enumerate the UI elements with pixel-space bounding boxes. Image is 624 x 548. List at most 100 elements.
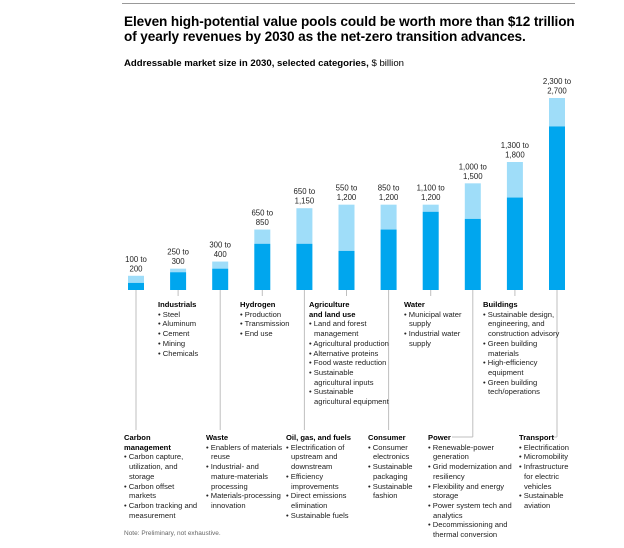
category-heading: Water [404, 300, 425, 309]
category-item: • Electrification [519, 442, 569, 452]
category-item: • Efficiency improvements [286, 471, 339, 491]
bar-high-range [422, 204, 439, 212]
bar-low-value [380, 229, 397, 290]
bar-value-label: 250 to 300 [167, 248, 189, 266]
category-block: Carbon management • Carbon capture, utiliz… [124, 433, 202, 520]
bar-low-value [296, 243, 313, 290]
category-item: • Renewable-power generation [428, 442, 494, 462]
bar-high-range [464, 183, 481, 219]
category-item: • Carbon capture, utilization, and stora… [124, 452, 184, 481]
category-heading: Consumer [368, 433, 406, 442]
bar-high-range [380, 204, 397, 230]
bar-low-value [128, 282, 144, 290]
bar-high-range [254, 229, 271, 244]
bar-high-range [128, 275, 144, 283]
bar-high-range [506, 162, 523, 198]
category-block: Power • Renewable-power generation • Grid … [428, 433, 518, 540]
category-block: Transport • Electrification • Micromobilit… [519, 433, 579, 511]
bar-value-label: 1,300 to 1,800 [501, 141, 530, 160]
category-heading: Carbon [124, 433, 151, 442]
category-item: • Cement [158, 329, 190, 339]
category-block: Water • Municipal water supply • Industria… [404, 300, 466, 349]
category-heading: Buildings [483, 300, 518, 309]
category-item: • Micromobility [519, 452, 569, 462]
bar-value-label: 650 to 1,150 [294, 187, 316, 206]
bar-low-value [170, 272, 187, 290]
bar-low-value [212, 268, 229, 290]
top-rule [122, 3, 575, 4]
category-item: • Green building materials [483, 338, 538, 358]
bar-high-range [170, 268, 187, 273]
category-item: • Alternative proteins [309, 348, 379, 358]
category-item: • Agricultural production [309, 338, 389, 348]
category-item: • Carbon offset markets [124, 481, 175, 501]
category-item: • Sustainable aviation [519, 491, 564, 510]
bar-high-range [296, 208, 313, 244]
category-item: • Industrial- and mature-materials proce… [206, 462, 268, 491]
category-block: Hydrogen • Production • Transmission • End … [240, 300, 302, 339]
bar-value-label: 100 to 200 [125, 255, 147, 274]
category-item: • Enablers of materials reuse [206, 442, 283, 462]
category-block: Oil, gas, and fuels • Electrification of … [286, 433, 366, 520]
category-item: • Consumer electronics [368, 442, 410, 462]
bar-value-label: 1,000 to 1,500 [459, 162, 488, 181]
category-item: • Sustainable agricultural equipment [309, 387, 389, 407]
category-item: • Industrial water supply [404, 329, 461, 348]
category-item: • Sustainable fuels [286, 510, 349, 520]
category-item: • Decommissioning and thermal conversion [428, 520, 508, 540]
category-block: Waste • Enablers of materials reuse • Indu… [206, 433, 286, 511]
bar-value-label: 850 to 1,200 [378, 184, 400, 203]
bar-value-label: 550 to 1,200 [336, 184, 358, 203]
category-heading: Industrials [158, 300, 197, 309]
category-item: • Carbon tracking and measurement [124, 500, 198, 520]
category-heading: Oil, gas, and fuels [286, 433, 351, 442]
category-heading: Hydrogen [240, 300, 276, 309]
bar-low-value [464, 218, 481, 290]
category-item: • Direct emissions elimination [286, 491, 347, 510]
category-block: Buildings • Sustainable design, engineeri… [483, 300, 567, 397]
category-item: • Infrastructure for electric vehicles [519, 462, 569, 491]
category-item: • Food waste reduction [309, 358, 387, 368]
bar-high-range [212, 261, 229, 269]
bar-value-label: 650 to 850 [251, 209, 273, 228]
category-block: Agriculture and land use • Land and forest… [309, 300, 389, 407]
category-heading: Transport [519, 433, 555, 442]
category-item: • Municipal water supply [404, 309, 462, 329]
bar-low-value [254, 243, 271, 290]
bar-low-value [338, 250, 355, 290]
category-item: • Electrification of upstream and downst… [286, 442, 345, 472]
category-item: • High-efficiency equipment [483, 358, 538, 377]
category-item: • Aluminum [158, 319, 197, 329]
bar-value-label: 2,300 to 2,700 [543, 77, 572, 96]
category-heading: Waste [206, 433, 229, 442]
category-heading: Agriculture [309, 300, 350, 309]
bar-value-label: 300 to 400 [209, 241, 231, 259]
category-item: • Flexibility and energy storage [428, 481, 505, 501]
category-heading: management [124, 442, 171, 452]
category-item: • Production [240, 309, 282, 319]
category-heading: and land use [309, 309, 356, 319]
category-item: • Grid modernization and resiliency [428, 462, 512, 481]
bar-low-value [549, 126, 565, 290]
bar-low-value [422, 211, 439, 290]
category-item: • Transmission [240, 319, 290, 329]
subtitle-main: Addressable market size in 2030, selecte… [124, 58, 369, 69]
category-item: • Chemicals [158, 348, 199, 358]
category-item: • Mining [158, 338, 186, 348]
category-item: • Green building tech/operations [483, 377, 540, 397]
bar-high-range [338, 204, 355, 251]
category-item: • Materials-processing innovation [206, 491, 281, 510]
category-item: • End use [240, 329, 273, 339]
footnote: Note: Preliminary, not exhaustive. [124, 530, 221, 537]
bar-value-label: 1,100 to 1,200 [417, 184, 446, 203]
chart-subtitle: Addressable market size in 2030, selecte… [124, 58, 404, 69]
category-block: Industrials • Steel • Aluminum • Cement • Mi… [158, 300, 220, 358]
category-item: • Land and forest management [309, 319, 367, 339]
bar-high-range [549, 98, 565, 127]
subtitle-unit: $ billion [371, 58, 404, 69]
category-item: • Power system tech and analytics [428, 500, 512, 520]
category-item: • Steel [158, 309, 181, 319]
category-block: Consumer • Consumer electronics • Sustaina… [368, 433, 424, 501]
